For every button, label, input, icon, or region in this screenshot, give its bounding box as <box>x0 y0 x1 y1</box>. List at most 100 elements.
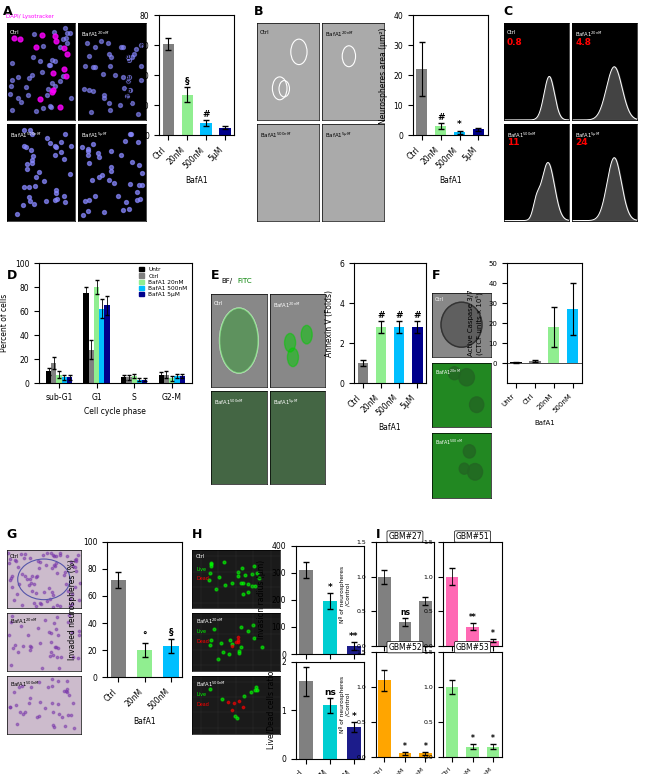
Point <box>68 560 79 573</box>
Point <box>33 562 44 574</box>
Point <box>105 60 115 73</box>
Point <box>20 706 30 718</box>
Point <box>16 680 27 692</box>
Point <box>5 553 16 565</box>
Point <box>239 569 250 581</box>
Bar <box>510 362 522 363</box>
Point <box>47 706 58 718</box>
Point <box>6 80 16 92</box>
Point <box>204 574 214 586</box>
Point <box>42 89 53 101</box>
Point <box>51 611 62 623</box>
Point <box>45 100 55 112</box>
Point <box>93 147 103 159</box>
Text: Ctrl: Ctrl <box>436 297 444 302</box>
Text: §: § <box>168 628 173 637</box>
Point <box>131 43 142 55</box>
Point <box>20 570 31 583</box>
Point <box>44 593 55 605</box>
Point <box>10 555 21 567</box>
Point <box>46 627 56 639</box>
Point <box>12 588 22 601</box>
Point <box>67 626 77 639</box>
Point <box>26 577 36 590</box>
Point <box>61 686 72 698</box>
Point <box>223 696 233 708</box>
Point <box>62 585 73 598</box>
Point <box>6 659 16 671</box>
Point <box>14 33 25 45</box>
Point <box>123 51 133 63</box>
Point <box>38 175 49 187</box>
Point <box>7 57 18 70</box>
Bar <box>131 376 136 383</box>
Point <box>48 84 58 96</box>
Bar <box>473 129 484 135</box>
Point <box>83 204 93 217</box>
Bar <box>399 622 411 646</box>
Point <box>55 75 65 87</box>
Point <box>99 91 109 104</box>
Point <box>94 150 105 163</box>
Y-axis label: Percent of cells: Percent of cells <box>0 294 9 352</box>
Point <box>12 561 23 574</box>
Point <box>38 550 48 562</box>
Point <box>56 146 66 158</box>
Point <box>124 53 135 66</box>
Text: Dead: Dead <box>196 577 209 581</box>
Point <box>35 556 46 568</box>
Text: BafA1$^{20nM}$: BafA1$^{20nM}$ <box>10 617 38 626</box>
Text: Ctrl: Ctrl <box>196 554 205 560</box>
Text: *: * <box>328 583 332 592</box>
Point <box>126 156 136 168</box>
Point <box>31 180 41 192</box>
Point <box>233 631 243 643</box>
Bar <box>99 309 105 383</box>
Bar <box>164 375 169 383</box>
Point <box>217 693 228 705</box>
Point <box>44 59 54 71</box>
Point <box>231 635 241 648</box>
Point <box>27 69 37 81</box>
Point <box>137 180 148 192</box>
Point <box>62 26 73 39</box>
Point <box>248 618 258 631</box>
Point <box>105 161 116 173</box>
Point <box>111 69 121 81</box>
Text: *: * <box>491 629 495 639</box>
Point <box>44 625 55 638</box>
Point <box>50 641 60 653</box>
Point <box>23 89 34 101</box>
Point <box>34 597 45 609</box>
Point <box>7 570 18 582</box>
Point <box>125 128 136 141</box>
Point <box>25 692 35 704</box>
Point <box>238 577 248 590</box>
Point <box>65 167 75 180</box>
Point <box>74 594 85 606</box>
Point <box>33 622 44 634</box>
Point <box>66 598 77 610</box>
Point <box>134 159 144 171</box>
Point <box>233 694 244 707</box>
Point <box>209 623 219 635</box>
Title: GBM#51: GBM#51 <box>456 532 489 541</box>
Text: BafA1$^{5μM}$: BafA1$^{5μM}$ <box>81 131 108 140</box>
Text: §: § <box>185 77 190 86</box>
Point <box>41 195 51 207</box>
Bar <box>446 687 458 757</box>
Point <box>213 570 224 583</box>
Point <box>5 574 15 587</box>
Point <box>53 662 64 674</box>
Bar <box>57 375 62 383</box>
Point <box>80 194 90 207</box>
Point <box>55 101 66 113</box>
Point <box>25 643 35 656</box>
Text: #: # <box>202 110 210 119</box>
Text: E: E <box>211 269 220 282</box>
Point <box>55 651 66 663</box>
Text: *: * <box>491 735 495 743</box>
Point <box>82 36 92 49</box>
Point <box>70 580 80 593</box>
Point <box>51 36 62 48</box>
